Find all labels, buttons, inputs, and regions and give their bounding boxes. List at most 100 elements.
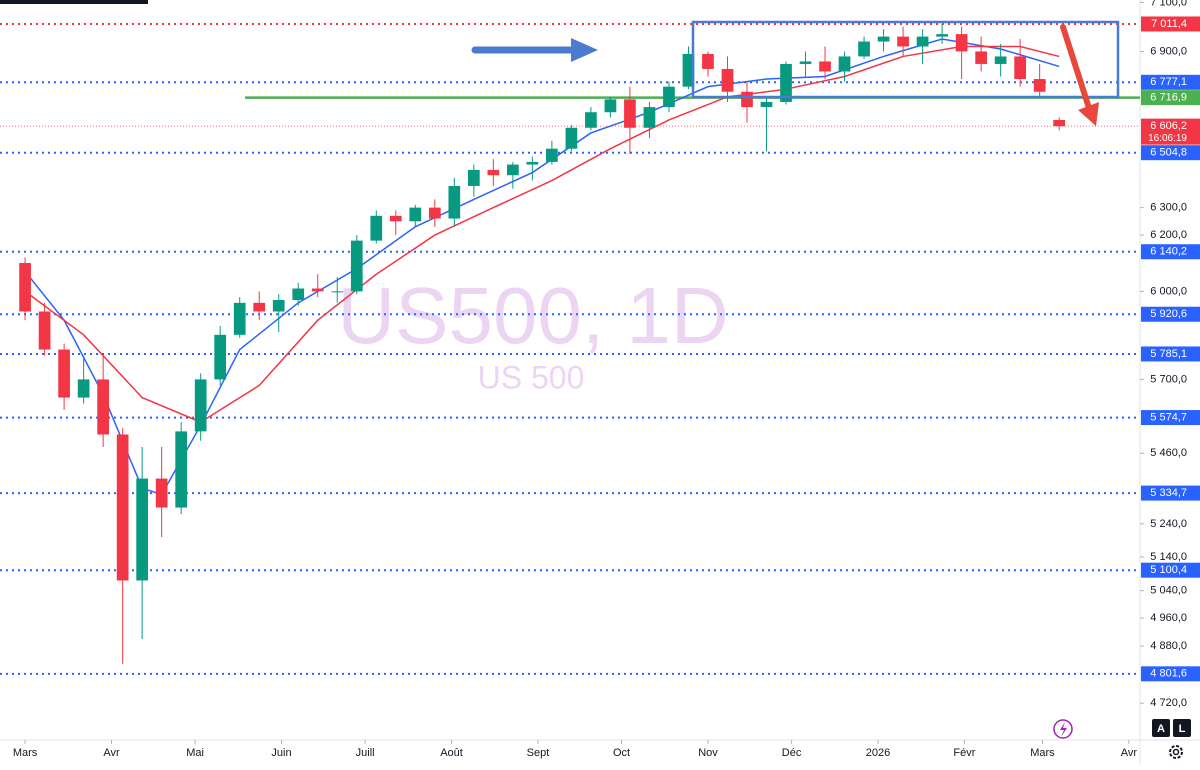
candle-body: [19, 262, 31, 312]
candle-body: [780, 63, 792, 102]
level-label: 5 785,1: [1150, 348, 1187, 360]
x-tick-label: Avr: [1121, 747, 1138, 759]
candle-body: [253, 302, 266, 312]
candle-body: [214, 334, 227, 380]
candle-body: [604, 99, 617, 113]
level-time: 16:06:19: [1148, 133, 1187, 144]
y-tick-label: 5 040,0: [1150, 585, 1187, 597]
candle-body: [565, 127, 578, 149]
x-tick-label: Févr: [953, 747, 975, 759]
candle-body: [409, 207, 422, 222]
candle-body: [838, 56, 851, 72]
candle-body: [331, 291, 344, 293]
candle-body: [858, 41, 870, 57]
candle-body: [1033, 79, 1046, 92]
level-label: 6 140,2: [1150, 246, 1187, 258]
candle-body: [136, 478, 149, 581]
x-tick-label: Oct: [613, 747, 630, 759]
level-label-bg: [1141, 346, 1200, 362]
candle-body: [350, 240, 363, 292]
plot: [0, 22, 1140, 675]
candle-body: [624, 99, 636, 128]
candle-body: [702, 53, 714, 69]
settings-icon[interactable]: [1169, 745, 1183, 759]
y-tick-label: 7 100,0: [1150, 0, 1187, 8]
candle-body: [760, 101, 773, 108]
candle-body: [38, 311, 51, 350]
level-label: 5 920,6: [1150, 308, 1187, 320]
y-tick-label: 5 140,0: [1150, 551, 1187, 563]
level-label: 5 334,7: [1150, 487, 1187, 499]
candle-body: [194, 379, 207, 432]
candle-body: [819, 61, 831, 72]
auto-button[interactable]: A: [1152, 719, 1170, 737]
x-tick-label: Sept: [527, 747, 550, 759]
red-arrow: [1060, 24, 1099, 126]
y-tick-label: 6 200,0: [1150, 229, 1187, 241]
level-label-bg: [1141, 16, 1200, 32]
level-label-bg: [1141, 410, 1200, 426]
candle-body: [370, 215, 383, 241]
level-label: 6 504,8: [1150, 147, 1187, 159]
log-button[interactable]: L: [1173, 719, 1191, 737]
candle-body: [663, 86, 675, 108]
candle-body: [546, 148, 558, 162]
candle-body: [936, 34, 948, 37]
candle-body: [175, 431, 188, 508]
candle-body: [721, 68, 734, 92]
x-tick-label: Avr: [103, 747, 120, 759]
candle-body: [955, 34, 968, 52]
blue-arrow: [471, 38, 598, 62]
y-tick-label: 5 700,0: [1150, 373, 1187, 385]
watermark-title: US500, 1D: [337, 271, 728, 360]
level-label: 6 716,9: [1150, 92, 1187, 104]
level-label-bg: [1141, 562, 1200, 578]
candle-body: [897, 36, 909, 47]
moving-average: [24, 38, 1060, 496]
button-label[interactable]: L: [1179, 723, 1186, 735]
x-tick-label: Mars: [13, 747, 38, 759]
candle-body: [272, 299, 285, 312]
candle-body: [428, 207, 441, 219]
level-label-bg: [1141, 485, 1200, 501]
candle-body: [526, 161, 539, 165]
lightning-icon[interactable]: [1053, 719, 1073, 739]
candle-body: [233, 302, 246, 335]
y-tick-label: 4 880,0: [1150, 640, 1187, 652]
button-label[interactable]: A: [1157, 723, 1165, 735]
candle-body: [994, 56, 1007, 64]
level-label-bg: [1141, 306, 1200, 322]
x-tick-label: 2026: [866, 747, 890, 759]
candle-body: [682, 53, 695, 87]
candle-body: [97, 379, 109, 435]
y-tick-label: 6 300,0: [1150, 202, 1187, 214]
y-tick-label: 4 720,0: [1150, 697, 1187, 709]
top-tab: [0, 0, 148, 4]
candle-body: [116, 434, 129, 581]
level-label-bg: [1141, 74, 1200, 90]
candle-body: [155, 478, 168, 508]
candle-body: [58, 349, 70, 398]
level-label: 5 574,7: [1150, 411, 1187, 423]
candle-body: [487, 169, 500, 176]
candle-body: [77, 379, 90, 398]
y-tick-label: 5 460,0: [1150, 447, 1187, 459]
candle-body: [741, 91, 753, 108]
candle-body: [389, 215, 402, 222]
candle-body: [311, 288, 324, 292]
level-label-bg: [1141, 118, 1200, 145]
candle-body: [1014, 56, 1026, 80]
watermark-subtitle: US 500: [478, 359, 585, 395]
level-label-bg: [1141, 244, 1200, 260]
y-tick-label: 5 240,0: [1150, 518, 1187, 530]
x-tick-label: Déc: [782, 747, 802, 759]
level-label: 6 606,2: [1150, 120, 1187, 132]
candle-body: [799, 61, 812, 64]
x-tick-label: Août: [440, 747, 463, 759]
x-tick-label: Juin: [271, 747, 291, 759]
candle-body: [448, 185, 461, 219]
y-tick-label: 6 900,0: [1150, 45, 1187, 57]
level-label-bg: [1141, 145, 1200, 161]
